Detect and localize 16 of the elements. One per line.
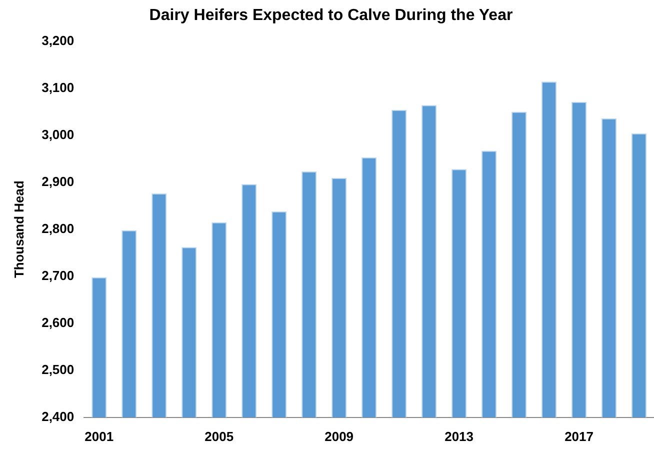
y-tick-label: 2,400 (42, 408, 74, 424)
y-tick-label: 2,600 (42, 314, 74, 330)
y-tick-label: 3,100 (42, 80, 74, 95)
x-tick-label: 2001 (84, 428, 114, 444)
y-tick-label: 2,900 (42, 174, 74, 189)
chart-title: Dairy Heifers Expected to Calve During the Year (149, 7, 513, 24)
y-tick-label: 2,500 (42, 362, 74, 377)
x-tick-label: 2017 (564, 428, 594, 444)
x-tick-label: 2009 (324, 428, 354, 444)
y-tick-label: 2,700 (42, 268, 74, 283)
y-axis-title: Thousand Head (11, 180, 26, 278)
x-tick-label: 2005 (204, 428, 234, 444)
y-tick-label: 3,200 (42, 32, 74, 48)
y-tick-label: 2,800 (42, 220, 74, 236)
x-tick-label: 2013 (444, 428, 474, 444)
y-tick-label: 3,000 (42, 126, 74, 142)
